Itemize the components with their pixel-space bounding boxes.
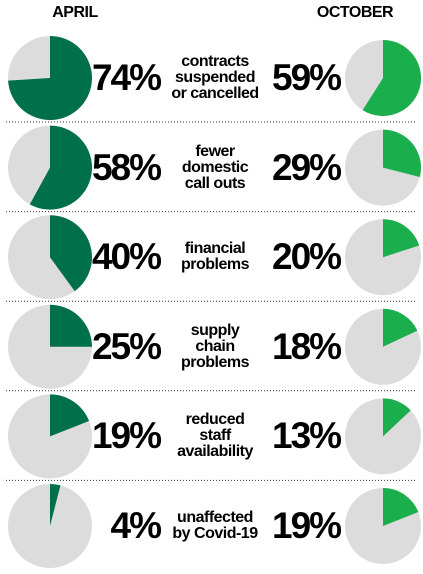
percent-label: 74% xyxy=(91,57,162,98)
category-label: reduced staff availability xyxy=(177,411,253,461)
pie-slice xyxy=(50,304,92,347)
percent-label: 19% xyxy=(272,505,342,546)
percent-label: 4% xyxy=(110,505,163,546)
percent-label: 58% xyxy=(91,146,162,188)
pie-slice xyxy=(50,394,90,437)
column-header: OCTOBER xyxy=(316,4,394,21)
pie-slice xyxy=(50,484,61,526)
percent-label: 19% xyxy=(91,415,162,457)
pie-slice xyxy=(8,36,92,121)
category-label: unaffected by Covid-19 xyxy=(172,509,258,542)
percent-label: 59% xyxy=(272,57,342,98)
percent-label: 13% xyxy=(272,415,342,457)
column-header: APRIL xyxy=(52,4,98,21)
percent-label: 25% xyxy=(91,325,162,367)
pie-slice xyxy=(50,215,93,292)
category-label: financial problems xyxy=(180,240,250,274)
pie-slice xyxy=(383,308,418,347)
percent-label: 20% xyxy=(272,236,342,278)
percent-label: 29% xyxy=(272,146,342,188)
pie-slice xyxy=(383,219,420,258)
pie-slice xyxy=(362,40,421,116)
pie-slice xyxy=(383,487,419,526)
pie-slice xyxy=(383,129,421,178)
percent-label: 18% xyxy=(272,325,342,367)
category-label: fewer domestic call outs xyxy=(181,142,249,192)
pie-slice xyxy=(29,125,93,210)
pie-slice xyxy=(383,398,411,437)
category-label: supply chain problems xyxy=(180,321,250,371)
percent-label: 40% xyxy=(91,236,162,278)
category-label: contracts suspended or cancelled xyxy=(171,53,259,102)
